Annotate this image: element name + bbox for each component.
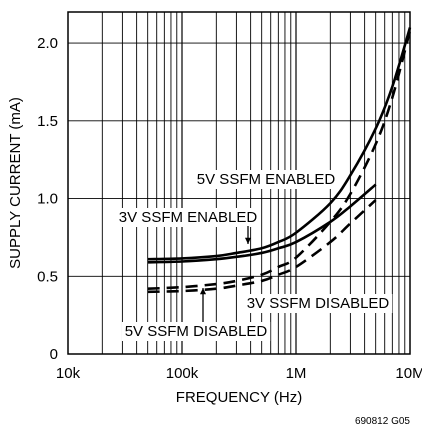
- series-line-5v-ssfm-enabled: [147, 27, 412, 261]
- x-tick-label: 100k: [166, 365, 199, 382]
- annotation-background: [115, 208, 261, 227]
- x-tick-labels: 10k 100k 1M 10M: [56, 365, 422, 382]
- annotations: 5V SSFM ENABLED 3V SSFM ENABLED 3V SSFM …: [115, 170, 393, 341]
- series-line-3v-ssfm-enabled: [147, 183, 377, 264]
- label-5v-ssfm-disabled: 5V SSFM DISABLED: [125, 323, 268, 340]
- arrow-3v-enabled-head: [244, 237, 252, 244]
- y-axis-title: SUPPLY CURRENT (mA): [7, 97, 24, 269]
- x-axis-title: FREQUENCY (Hz): [176, 389, 302, 406]
- y-tick-label: 1.5: [37, 113, 58, 130]
- figure-id: 690812 G05: [355, 416, 410, 427]
- annotation-background: [121, 322, 271, 341]
- y-tick-label: 0: [50, 346, 58, 363]
- x-tick-label: 10M: [395, 365, 422, 382]
- y-tick-labels: 0 0.5 1.0 1.5 2.0: [37, 35, 58, 363]
- y-tick-label: 0.5: [37, 268, 58, 285]
- y-tick-label: 1.0: [37, 191, 58, 208]
- annotation-background: [243, 294, 393, 313]
- label-3v-ssfm-enabled: 3V SSFM ENABLED: [119, 209, 258, 226]
- x-tick-label: 1M: [286, 365, 307, 382]
- series-line-3v-ssfm-disabled: [147, 199, 377, 294]
- label-3v-ssfm-disabled: 3V SSFM DISABLED: [247, 295, 390, 312]
- plot-frame: [67, 11, 411, 355]
- data-curves: [147, 27, 412, 294]
- annotation-background: [193, 170, 339, 189]
- y-tick-label: 2.0: [37, 35, 58, 52]
- x-tick-label: 10k: [56, 365, 81, 382]
- label-5v-ssfm-enabled: 5V SSFM ENABLED: [197, 171, 336, 188]
- series-line-5v-ssfm-disabled: [147, 30, 412, 291]
- annotation-arrows: [199, 226, 252, 322]
- arrow-5v-disabled-head: [199, 288, 207, 295]
